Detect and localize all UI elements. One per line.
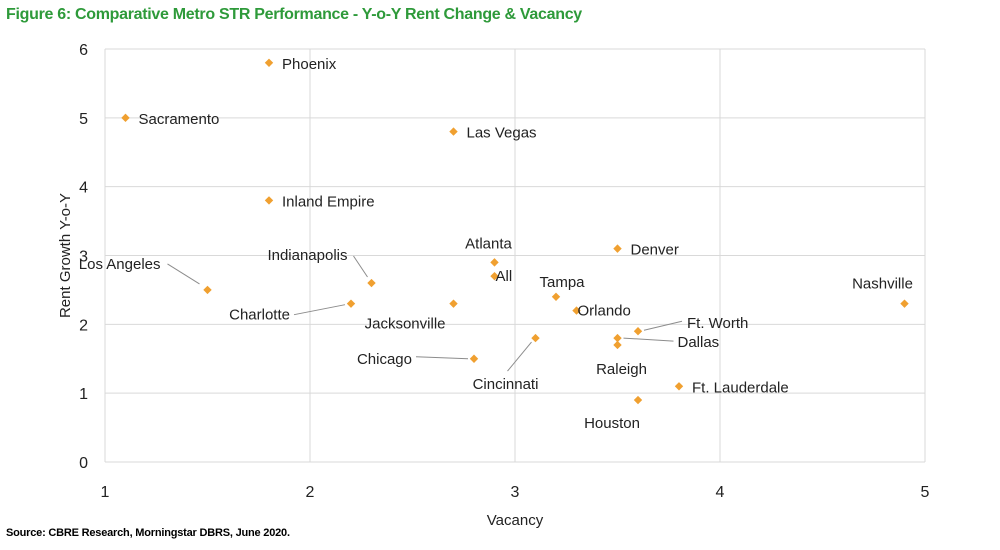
point-label-inland-empire: Inland Empire [282,193,375,210]
point-label-denver: Denver [631,242,679,259]
x-tick-label: 1 [101,484,110,501]
point-label-cincinnati: Cincinnati [473,376,539,393]
data-point-los-angeles [203,285,212,295]
point-label-los-angeles: Los Angeles [79,256,161,273]
point-label-atlanta: Atlanta [465,235,512,252]
data-point-houston [633,395,643,405]
grid-lines [104,48,926,463]
data-point-cincinnati [531,333,540,343]
source-note: Source: CBRE Research, Morningstar DBRS,… [6,527,290,539]
data-point-tampa [551,292,561,301]
leader-line-dallas [623,337,674,342]
point-label-all: All [496,268,513,285]
data-point-sacramento [121,113,130,123]
point-label-nashville: Nashville [852,276,913,293]
figure-title: Figure 6: Comparative Metro STR Performa… [6,6,582,23]
point-label-houston: Houston [584,415,640,432]
point-label-indianapolis: Indianapolis [267,247,347,264]
data-point-nashville [900,299,909,308]
data-point-all [490,271,499,281]
point-label-phoenix: Phoenix [282,56,337,73]
x-axis-label: Vacancy [487,512,544,529]
x-tick-label: 2 [306,484,315,501]
y-tick-label: 3 [79,249,88,266]
x-tick-label: 3 [511,484,520,501]
point-label-las-vegas: Las Vegas [467,125,537,142]
point-label-chicago: Chicago [357,351,412,368]
leader-lines [167,255,683,372]
y-tick-label: 1 [79,386,88,403]
point-label-sacramento: Sacramento [139,111,220,128]
data-point-ft-worth [633,327,643,336]
data-point-phoenix [264,58,274,67]
point-label-ft-worth: Ft. Worth [687,315,748,332]
x-tick-label: 4 [716,484,725,501]
y-tick-label: 0 [79,455,88,472]
data-point-ft-lauderdale [674,382,684,391]
leader-line-charlotte [293,304,346,316]
data-point-indianapolis [367,278,376,288]
data-point-denver [613,244,622,253]
data-point-jacksonville [449,299,458,308]
point-label-raleigh: Raleigh [596,361,647,378]
point-label-charlotte: Charlotte [229,307,290,324]
y-tick-label: 5 [79,111,88,128]
leader-line-chicago [415,356,469,360]
leader-line-cincinnati [507,341,532,372]
data-point-raleigh [613,340,622,350]
x-tick-label: 5 [921,484,930,501]
point-label-orlando: Orlando [578,303,631,320]
data-markers [121,58,909,405]
y-tick-label: 2 [79,317,88,334]
point-label-ft-lauderdale: Ft. Lauderdale [692,379,789,396]
leader-line-los-angeles [167,263,200,285]
data-point-atlanta [490,258,499,267]
point-labels: Phoenix Sacramento Las Vegas Inland Empire L… [79,56,913,432]
point-label-tampa: Tampa [539,274,585,291]
data-point-chicago [469,354,479,363]
point-label-jacksonville: Jacksonville [365,316,446,333]
data-point-dallas [613,333,622,343]
y-tick-label: 6 [79,42,88,59]
y-axis-label: Rent Growth Y-o-Y [57,193,74,318]
point-label-dallas: Dallas [678,334,720,351]
data-point-inland-empire [264,196,274,205]
data-point-charlotte [346,299,356,308]
y-tick-label: 4 [79,180,88,197]
leader-line-indianapolis [353,255,368,278]
data-point-las-vegas [449,127,458,136]
leader-line-ft-worth [643,320,683,331]
data-point-orlando [572,306,581,315]
